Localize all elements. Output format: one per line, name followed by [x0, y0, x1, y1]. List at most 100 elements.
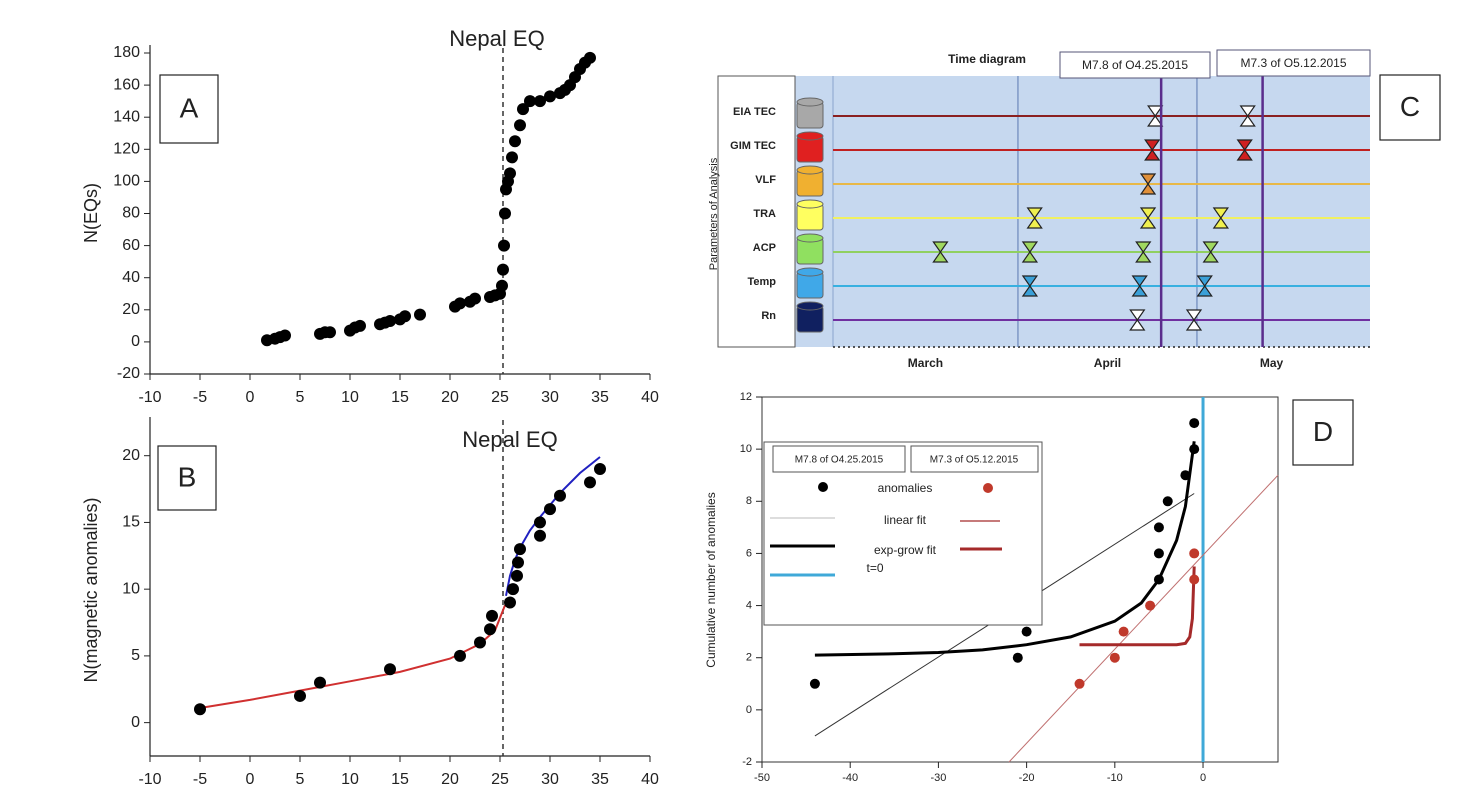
panel-label-box — [1292, 399, 1354, 466]
x-tick-label: 0 — [1200, 772, 1206, 784]
anomaly-marker — [1202, 241, 1219, 263]
point — [194, 703, 206, 716]
point — [399, 310, 411, 323]
point — [1021, 626, 1032, 637]
row-label-box — [717, 75, 796, 348]
x-tick-label: 10 — [341, 389, 359, 406]
panel-label: B — [178, 461, 197, 492]
x-tick-label: May — [1260, 356, 1284, 370]
y-axis-title: N(EQs) — [81, 183, 101, 243]
point — [584, 51, 596, 64]
plot-frame — [761, 396, 1279, 763]
y-tick-label: 60 — [122, 237, 140, 254]
y-tick-label: 2 — [746, 652, 752, 664]
y-tick-label: 80 — [122, 205, 140, 222]
y-tick-label: 4 — [746, 599, 752, 611]
x-tick-label: 30 — [541, 389, 559, 406]
row-label: Rn — [761, 310, 776, 322]
point — [1189, 418, 1200, 429]
panel-label-box — [1379, 74, 1441, 141]
panel-label-box — [157, 445, 217, 511]
y-axis-title: N(magnetic anomalies) — [81, 497, 101, 682]
point — [517, 103, 529, 116]
y-tick-label: 140 — [113, 108, 140, 125]
legend-swatch — [818, 482, 828, 492]
anomaly-marker — [1196, 275, 1213, 297]
cylinder-top — [796, 267, 824, 277]
x-tick-label: -5 — [193, 771, 207, 788]
legend-header: M7.3 of O5.12.2015 — [930, 455, 1019, 466]
point — [524, 95, 536, 108]
event-label: M7.3 of O5.12.2015 — [1240, 56, 1346, 70]
fit-line — [814, 441, 1196, 657]
y-tick-label: 40 — [122, 269, 140, 286]
point — [1189, 548, 1200, 559]
anomaly-marker — [1185, 309, 1203, 331]
point — [1189, 444, 1200, 455]
point — [486, 609, 498, 622]
point — [384, 663, 396, 676]
fit-line — [1008, 474, 1279, 763]
x-tick-label: -30 — [930, 772, 946, 784]
plot-background — [795, 76, 1370, 347]
cylinder-top — [796, 97, 824, 107]
fit-line — [1079, 566, 1196, 647]
point — [1145, 600, 1156, 611]
y-tick-label: 0 — [746, 704, 752, 716]
point — [469, 292, 481, 305]
x-tick-label: -5 — [193, 389, 207, 406]
point — [414, 308, 426, 321]
point — [1012, 652, 1023, 663]
anomaly-marker — [932, 241, 949, 263]
legend-swatch — [983, 483, 993, 493]
panel-label: D — [1313, 416, 1333, 447]
x-tick-label: March — [908, 356, 943, 370]
x-tick-label: 30 — [541, 771, 559, 788]
event-box — [1059, 51, 1211, 79]
panel-label: A — [180, 92, 199, 123]
point — [1162, 496, 1173, 507]
point — [509, 135, 521, 148]
point — [512, 556, 524, 569]
y-tick-label: 120 — [113, 141, 140, 158]
x-tick-label: -40 — [842, 772, 858, 784]
point — [384, 315, 396, 328]
y-tick-label: 0 — [131, 714, 140, 731]
chart-title: Time diagram — [948, 52, 1026, 66]
point — [496, 279, 508, 292]
anomaly-marker — [1144, 139, 1161, 161]
x-tick-label: 10 — [341, 771, 359, 788]
point — [506, 151, 518, 164]
point — [314, 676, 326, 689]
point — [354, 319, 366, 332]
y-tick-label: 8 — [746, 495, 752, 507]
point — [294, 689, 306, 702]
point — [594, 463, 606, 476]
y-tick-label: -20 — [117, 365, 140, 382]
y-tick-label: 10 — [122, 580, 140, 597]
point — [1109, 652, 1120, 663]
point — [544, 503, 556, 516]
y-tick-label: 5 — [131, 647, 140, 664]
point — [1180, 470, 1191, 481]
point — [324, 326, 336, 339]
y-tick-label: 15 — [122, 514, 140, 531]
x-tick-label: 20 — [441, 771, 459, 788]
point — [484, 623, 496, 636]
point — [504, 596, 516, 609]
point — [514, 119, 526, 132]
y-axis-title: Cumulative number of anomalies — [704, 492, 718, 667]
point — [1153, 522, 1164, 533]
point — [1153, 548, 1164, 559]
x-tick-label: 5 — [296, 771, 305, 788]
anomaly-marker — [1131, 275, 1148, 297]
point — [1118, 626, 1129, 637]
panel-label: C — [1400, 91, 1420, 122]
x-tick-label: 35 — [591, 389, 609, 406]
y-tick-label: 20 — [122, 301, 140, 318]
anomaly-marker — [1147, 105, 1164, 127]
anomaly-marker — [1139, 173, 1157, 195]
y-tick-label: 20 — [122, 447, 140, 464]
anomaly-marker — [1021, 241, 1039, 263]
